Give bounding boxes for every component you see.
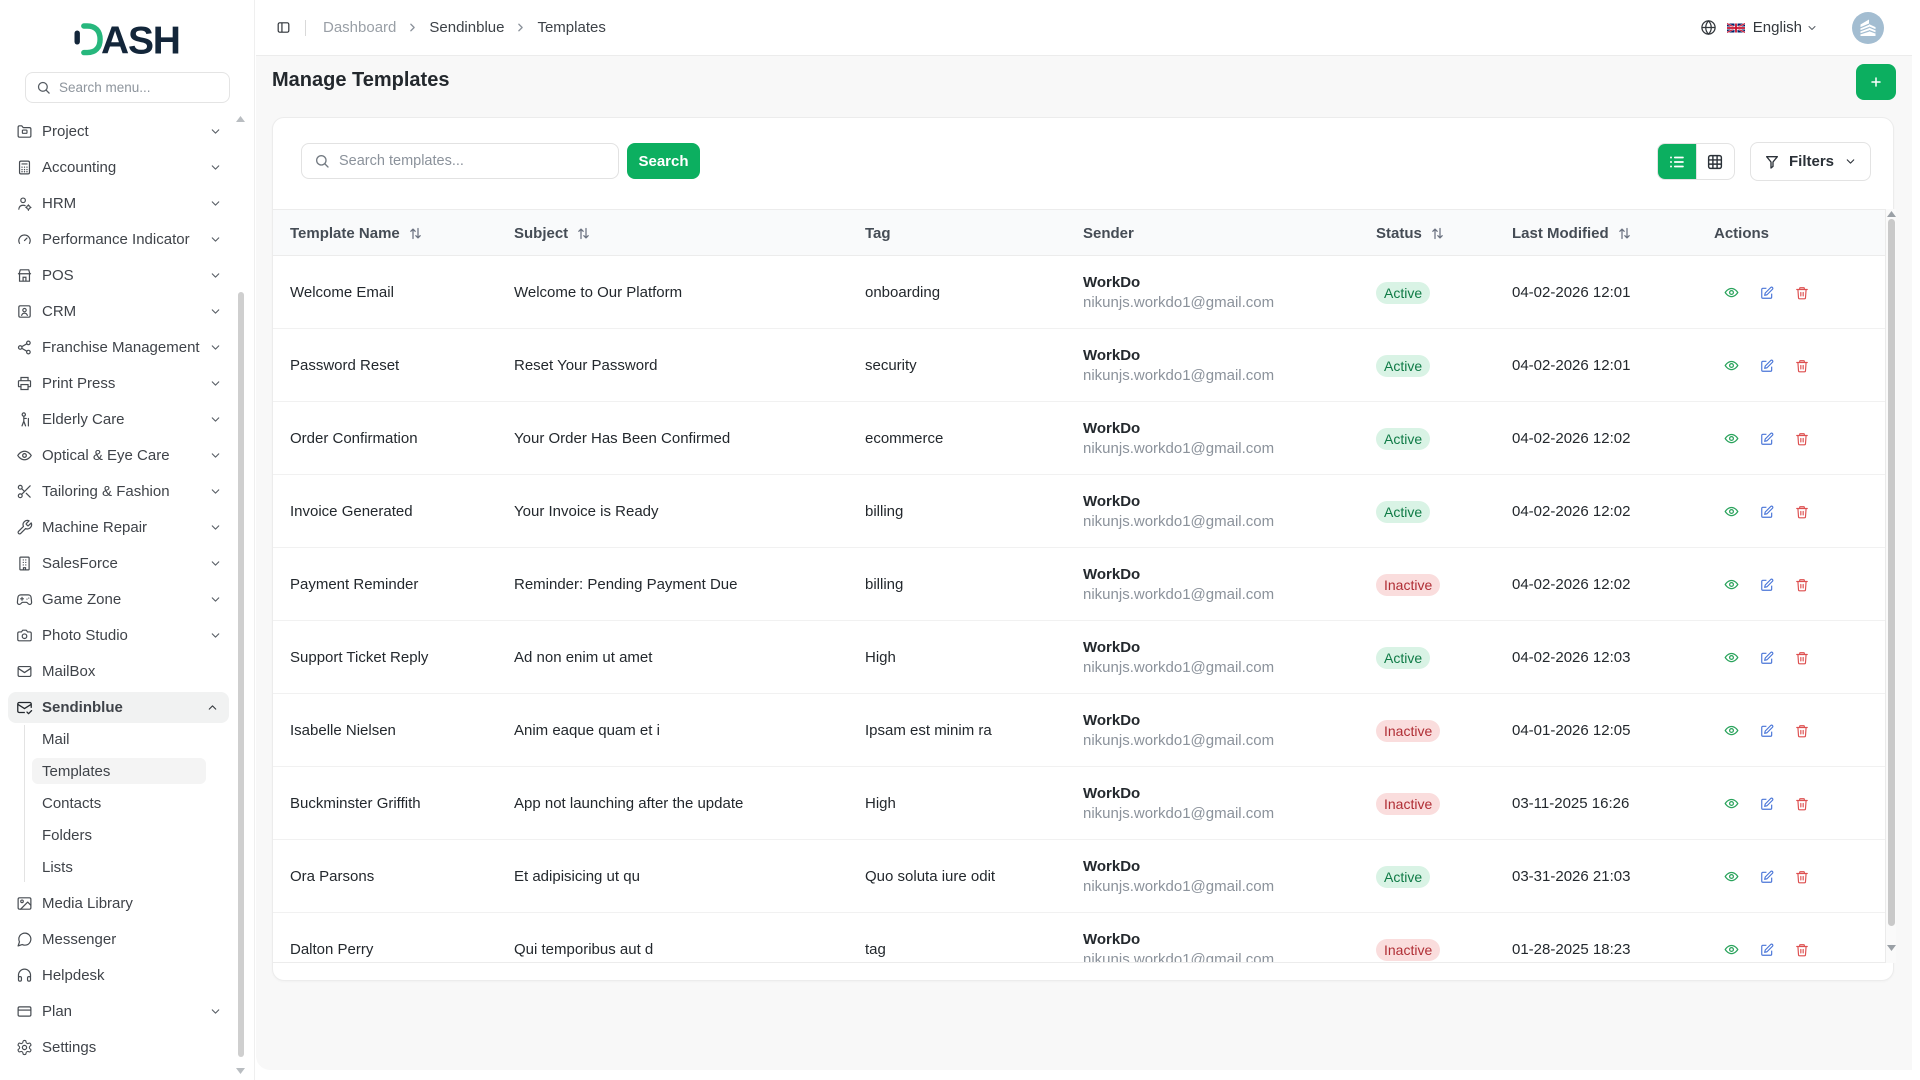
svg-text:ASH: ASH [101,22,180,58]
